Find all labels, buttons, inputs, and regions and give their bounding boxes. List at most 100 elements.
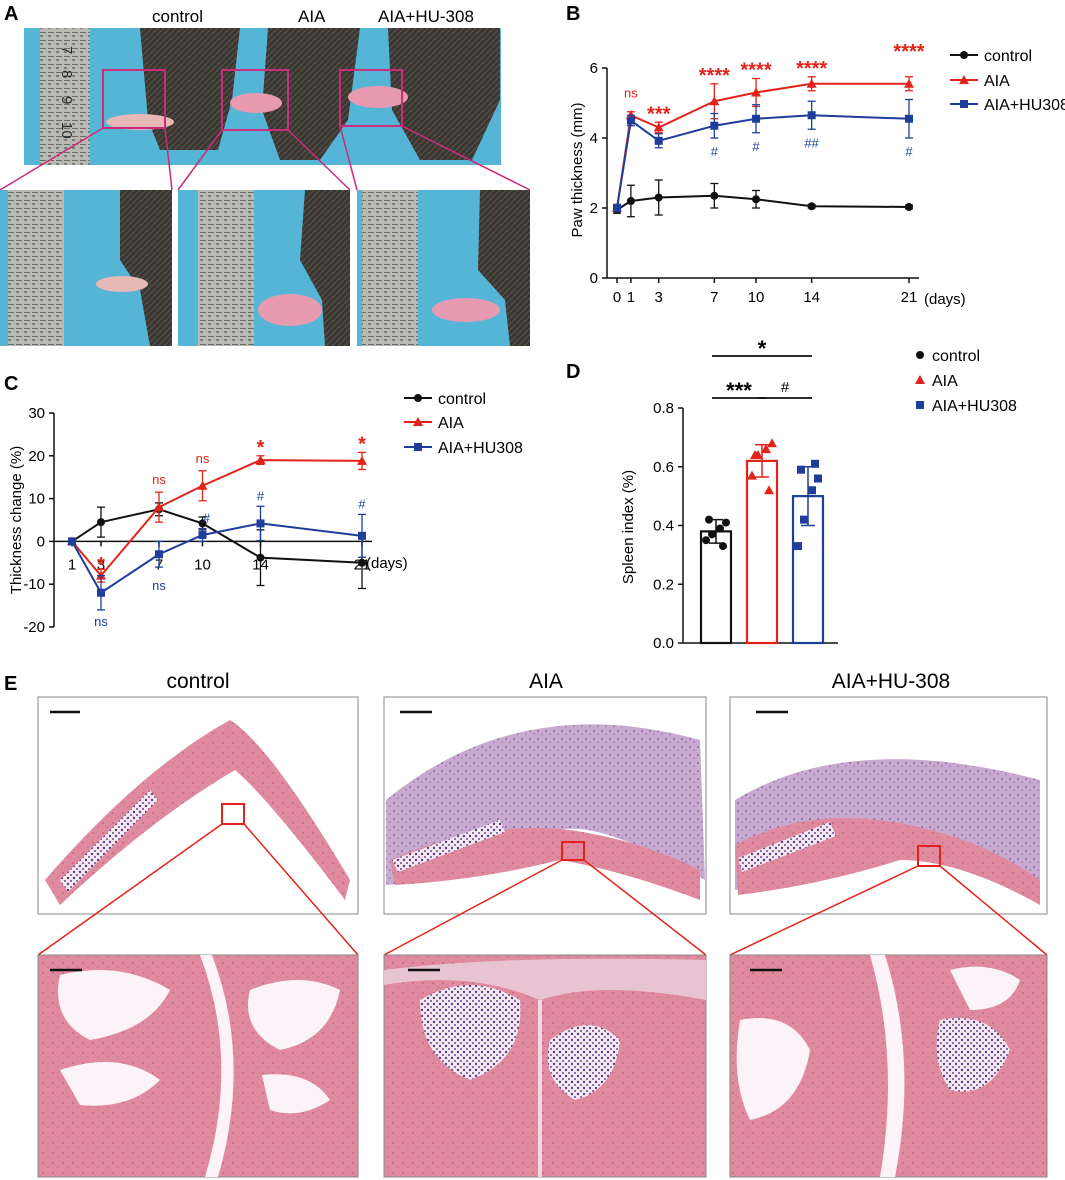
data-point-aia	[750, 450, 760, 459]
series-line-aia-hu308	[71, 522, 363, 595]
data-point-control	[705, 515, 713, 524]
data-point-aia	[357, 455, 367, 465]
y-tick-label: -10	[23, 576, 45, 593]
data-point-aia-hu308	[256, 519, 265, 528]
data-point-aia-hu308	[814, 474, 822, 483]
data-point-aia-hu308	[794, 542, 802, 551]
data-point-control	[626, 197, 635, 205]
significance-aia: ns	[152, 472, 166, 487]
legend-c-control: control	[438, 391, 486, 408]
legend-d-aia: AIA	[932, 373, 958, 390]
series-line-control	[71, 508, 363, 564]
significance-hu308: #	[257, 488, 265, 503]
x-tick-label: 14	[803, 289, 820, 306]
data-point-control	[708, 530, 716, 539]
data-point-control	[722, 518, 730, 527]
y-tick-label: -20	[23, 619, 45, 636]
data-point-aia	[709, 96, 720, 106]
data-point-control	[807, 202, 816, 211]
significance-aia: *	[358, 433, 366, 455]
y-tick-label: 0	[37, 533, 45, 550]
x-tick-label: 7	[710, 289, 718, 306]
chart-b-xunit: (days)	[924, 291, 966, 308]
significance-aia: ns	[196, 451, 210, 466]
significance-aia: ****	[740, 60, 771, 82]
y-tick-label: 6	[590, 60, 598, 77]
histology-aia-detail	[383, 954, 707, 1178]
chart-b-legend: control AIA AIA+HU308	[950, 48, 1065, 114]
y-tick-label: 30	[28, 405, 45, 422]
panel-d-letter: D	[566, 361, 580, 383]
y-tick-label: 0	[590, 270, 598, 287]
panel-e-label-control: control	[166, 670, 229, 693]
data-point-control	[716, 524, 724, 533]
data-point-aia-hu308	[808, 486, 816, 495]
x-tick-label: 10	[194, 556, 211, 573]
ruler-mark: 8	[58, 70, 75, 78]
data-point-control	[752, 195, 761, 204]
panel-a-zoom-aia	[178, 190, 350, 346]
histology-control-overview	[37, 696, 359, 915]
chart-d-ylabel: Spleen index (%)	[620, 470, 637, 584]
ruler-mark: 7	[58, 46, 75, 54]
significance-aia: ***	[647, 103, 671, 125]
data-point-aia-hu308	[155, 550, 163, 559]
legend-c-aia-hu308: AIA+HU308	[438, 440, 523, 457]
data-point-control	[358, 558, 366, 567]
data-point-aia	[767, 438, 777, 448]
y-tick-label: 20	[28, 448, 45, 465]
data-point-aia	[255, 455, 266, 465]
data-point-aia-hu308	[811, 459, 819, 468]
significance-label: ***	[726, 378, 752, 403]
data-point-aia-hu308	[198, 530, 207, 539]
x-tick-label: 1	[68, 556, 76, 573]
chart-d-legend: control AIA AIA+HU308	[915, 348, 1017, 415]
significance-aia: *	[257, 437, 265, 459]
y-tick-label: 0.8	[653, 400, 674, 417]
panel-b-letter: B	[566, 3, 580, 25]
data-point-control	[256, 553, 265, 562]
y-tick-label: 4	[590, 130, 598, 147]
x-tick-label: 3	[97, 556, 105, 573]
significance-aia: ****	[893, 41, 924, 63]
data-point-control	[719, 542, 727, 551]
y-tick-label: 10	[28, 491, 45, 508]
legend-b-control: control	[984, 48, 1032, 65]
significance-hu308: ns	[94, 614, 108, 629]
panel-e-label-aia-hu308: AIA+HU-308	[832, 670, 950, 693]
data-point-control	[710, 191, 719, 200]
data-point-aia-hu308	[68, 537, 76, 546]
ruler-mark: 10	[58, 122, 75, 139]
histology-zoom-lines	[37, 823, 1048, 956]
y-tick-label: 0.0	[653, 635, 674, 652]
panel-a-letter: A	[4, 3, 18, 25]
panel-a-label-aia: AIA	[298, 7, 326, 26]
significance-hu308: ##	[804, 135, 819, 150]
panel-e-label-aia: AIA	[529, 670, 563, 693]
data-point-control	[97, 518, 105, 527]
data-point-aia-hu308	[905, 114, 913, 123]
panel-a-zoom-control	[0, 190, 172, 346]
data-point-control	[702, 536, 710, 545]
significance-aia: ns	[624, 85, 638, 100]
significance-hu308: #	[203, 511, 211, 526]
bar-control	[699, 530, 733, 645]
data-point-aia-hu308	[752, 114, 761, 123]
data-point-aia	[904, 78, 914, 88]
data-point-aia-hu308	[654, 136, 663, 145]
chart-b-ylabel: Paw thickness (mm)	[569, 102, 586, 237]
panel-c-letter: C	[4, 373, 18, 395]
significance-hu308: #	[752, 139, 760, 154]
chart-c-ylabel: Thickness change (%)	[8, 446, 25, 594]
panel-e-letter: E	[4, 673, 17, 695]
data-point-aia-hu308	[807, 111, 816, 120]
y-tick-label: 0.6	[653, 459, 674, 476]
data-point-aia-hu308	[710, 121, 719, 130]
significance-aia: *	[97, 554, 105, 576]
panel-a-main-photo: 7 8 9 10	[24, 28, 501, 165]
significance-hu308: #	[711, 144, 719, 159]
data-point-aia	[806, 78, 817, 88]
panel-a-zoom-lines	[0, 125, 531, 191]
